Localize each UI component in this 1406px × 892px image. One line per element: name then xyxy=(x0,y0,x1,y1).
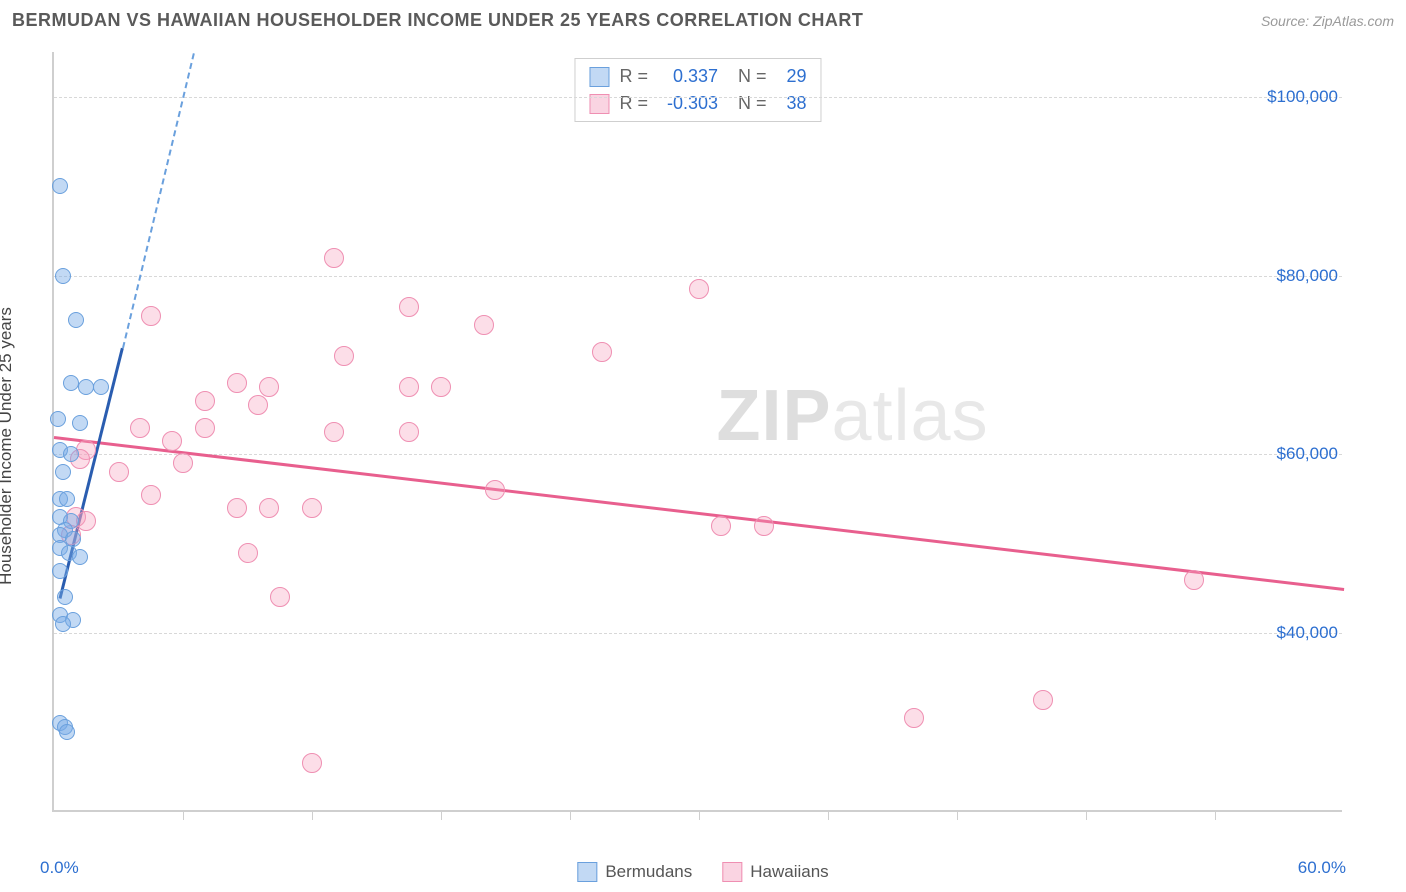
data-point xyxy=(72,549,88,565)
y-axis-label: Householder Income Under 25 years xyxy=(0,307,16,585)
data-point xyxy=(904,708,924,728)
stats-row-2: R = -0.303 N = 38 xyxy=(589,90,806,117)
series-legend: Bermudans Hawaiians xyxy=(577,862,828,882)
data-point xyxy=(57,589,73,605)
x-tick xyxy=(1086,810,1087,820)
data-point xyxy=(130,418,150,438)
x-tick xyxy=(699,810,700,820)
data-point xyxy=(259,377,279,397)
data-point xyxy=(227,373,247,393)
swatch-blue-icon xyxy=(589,67,609,87)
y-tick-label: $100,000 xyxy=(1267,87,1350,107)
x-tick xyxy=(828,810,829,820)
data-point xyxy=(248,395,268,415)
gridline xyxy=(54,454,1342,455)
data-point xyxy=(711,516,731,536)
data-point xyxy=(52,178,68,194)
regression-line xyxy=(54,436,1344,591)
source-label: Source: ZipAtlas.com xyxy=(1261,13,1394,29)
data-point xyxy=(592,342,612,362)
data-point xyxy=(59,491,75,507)
gridline xyxy=(54,633,1342,634)
swatch-blue-icon xyxy=(577,862,597,882)
legend-item-bermudans: Bermudans xyxy=(577,862,692,882)
chart-title: BERMUDAN VS HAWAIIAN HOUSEHOLDER INCOME … xyxy=(12,10,863,31)
data-point xyxy=(63,446,79,462)
data-point xyxy=(141,485,161,505)
data-point xyxy=(324,248,344,268)
data-point xyxy=(195,391,215,411)
data-point xyxy=(1184,570,1204,590)
watermark: ZIPatlas xyxy=(716,375,988,457)
data-point xyxy=(302,753,322,773)
data-point xyxy=(324,422,344,442)
data-point xyxy=(238,543,258,563)
data-point xyxy=(162,431,182,451)
x-tick xyxy=(441,810,442,820)
data-point xyxy=(302,498,322,518)
x-axis-min-label: 0.0% xyxy=(40,858,79,878)
data-point xyxy=(227,498,247,518)
data-point xyxy=(270,587,290,607)
data-point xyxy=(55,268,71,284)
data-point xyxy=(1033,690,1053,710)
data-point xyxy=(259,498,279,518)
data-point xyxy=(68,312,84,328)
y-tick-label: $60,000 xyxy=(1277,444,1350,464)
data-point xyxy=(173,453,193,473)
data-point xyxy=(474,315,494,335)
data-point xyxy=(109,462,129,482)
data-point xyxy=(399,422,419,442)
stats-row-1: R = 0.337 N = 29 xyxy=(589,63,806,90)
data-point xyxy=(754,516,774,536)
data-point xyxy=(399,377,419,397)
data-point xyxy=(72,415,88,431)
data-point xyxy=(50,411,66,427)
data-point xyxy=(431,377,451,397)
data-point xyxy=(78,379,94,395)
gridline xyxy=(54,97,1342,98)
data-point xyxy=(93,379,109,395)
data-point xyxy=(399,297,419,317)
legend-item-hawaiians: Hawaiians xyxy=(722,862,828,882)
chart-plot-area: ZIPatlas R = 0.337 N = 29 R = -0.303 N =… xyxy=(52,52,1342,812)
x-tick xyxy=(570,810,571,820)
x-tick xyxy=(957,810,958,820)
y-tick-label: $40,000 xyxy=(1277,623,1350,643)
data-point xyxy=(55,616,71,632)
x-tick xyxy=(1215,810,1216,820)
swatch-pink-icon xyxy=(722,862,742,882)
data-point xyxy=(485,480,505,500)
data-point xyxy=(141,306,161,326)
y-tick-label: $80,000 xyxy=(1277,266,1350,286)
data-point xyxy=(63,375,79,391)
x-axis-max-label: 60.0% xyxy=(1298,858,1346,878)
gridline xyxy=(54,276,1342,277)
data-point xyxy=(59,724,75,740)
x-tick xyxy=(312,810,313,820)
stats-legend-box: R = 0.337 N = 29 R = -0.303 N = 38 xyxy=(574,58,821,122)
data-point xyxy=(55,464,71,480)
data-point xyxy=(334,346,354,366)
data-point xyxy=(52,563,68,579)
x-tick xyxy=(183,810,184,820)
data-point xyxy=(689,279,709,299)
data-point xyxy=(195,418,215,438)
